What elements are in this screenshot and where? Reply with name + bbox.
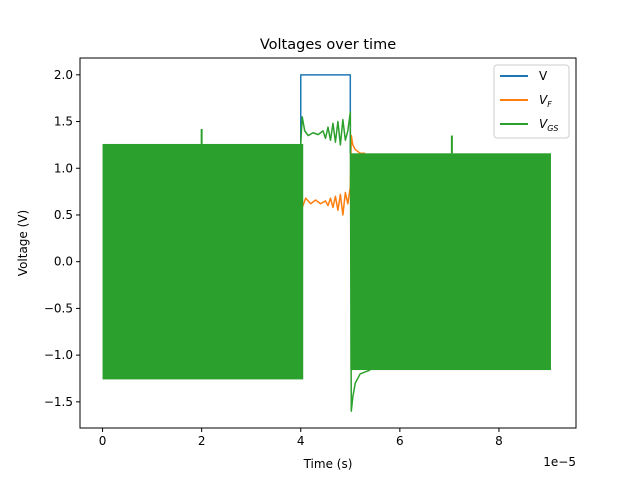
axes-frame — [79, 57, 577, 429]
x-axis-label: Time (s) — [303, 457, 353, 471]
x-tick-label: 4 — [297, 434, 305, 448]
legend-label: VF — [539, 93, 552, 109]
y-axis-label: Voltage (V) — [16, 210, 30, 276]
series-line-v-f — [300, 134, 366, 234]
legend-box — [493, 64, 570, 139]
y-tick-label: −1.0 — [44, 348, 73, 362]
x-tick-label: 0 — [99, 434, 107, 448]
plot-area — [102, 74, 551, 412]
y-tick-label: 1.0 — [54, 161, 73, 175]
x-tick-label: 6 — [396, 434, 404, 448]
vgs-oscillation-band-1 — [102, 143, 304, 380]
vgs-oscillation-band-2 — [350, 153, 551, 371]
y-tick-label: 2.0 — [54, 68, 73, 82]
y-tick-label: −0.5 — [44, 301, 73, 315]
series-v-f — [300, 134, 366, 234]
x-tick-label: 2 — [198, 434, 206, 448]
legend: V VF VGS — [493, 64, 570, 139]
y-tick-label: 1.5 — [54, 115, 73, 129]
y-tick-label: −1.5 — [44, 395, 73, 409]
legend-label: VGS — [539, 117, 559, 133]
x-axis-offset-text: 1e−5 — [543, 455, 576, 469]
series-v-gs — [102, 111, 551, 412]
y-tick-label: 0.0 — [54, 255, 73, 269]
chart-title: Voltages over time — [260, 37, 396, 53]
legend-label: V — [539, 69, 548, 83]
series-line-v-gs — [300, 111, 371, 412]
y-axis: −1.5 −1.0 −0.5 0.0 0.5 1.0 1.5 2.0 — [44, 68, 80, 409]
x-axis: 0 2 4 6 8 — [99, 428, 503, 448]
x-tick-label: 8 — [495, 434, 503, 448]
y-tick-label: 0.5 — [54, 208, 73, 222]
